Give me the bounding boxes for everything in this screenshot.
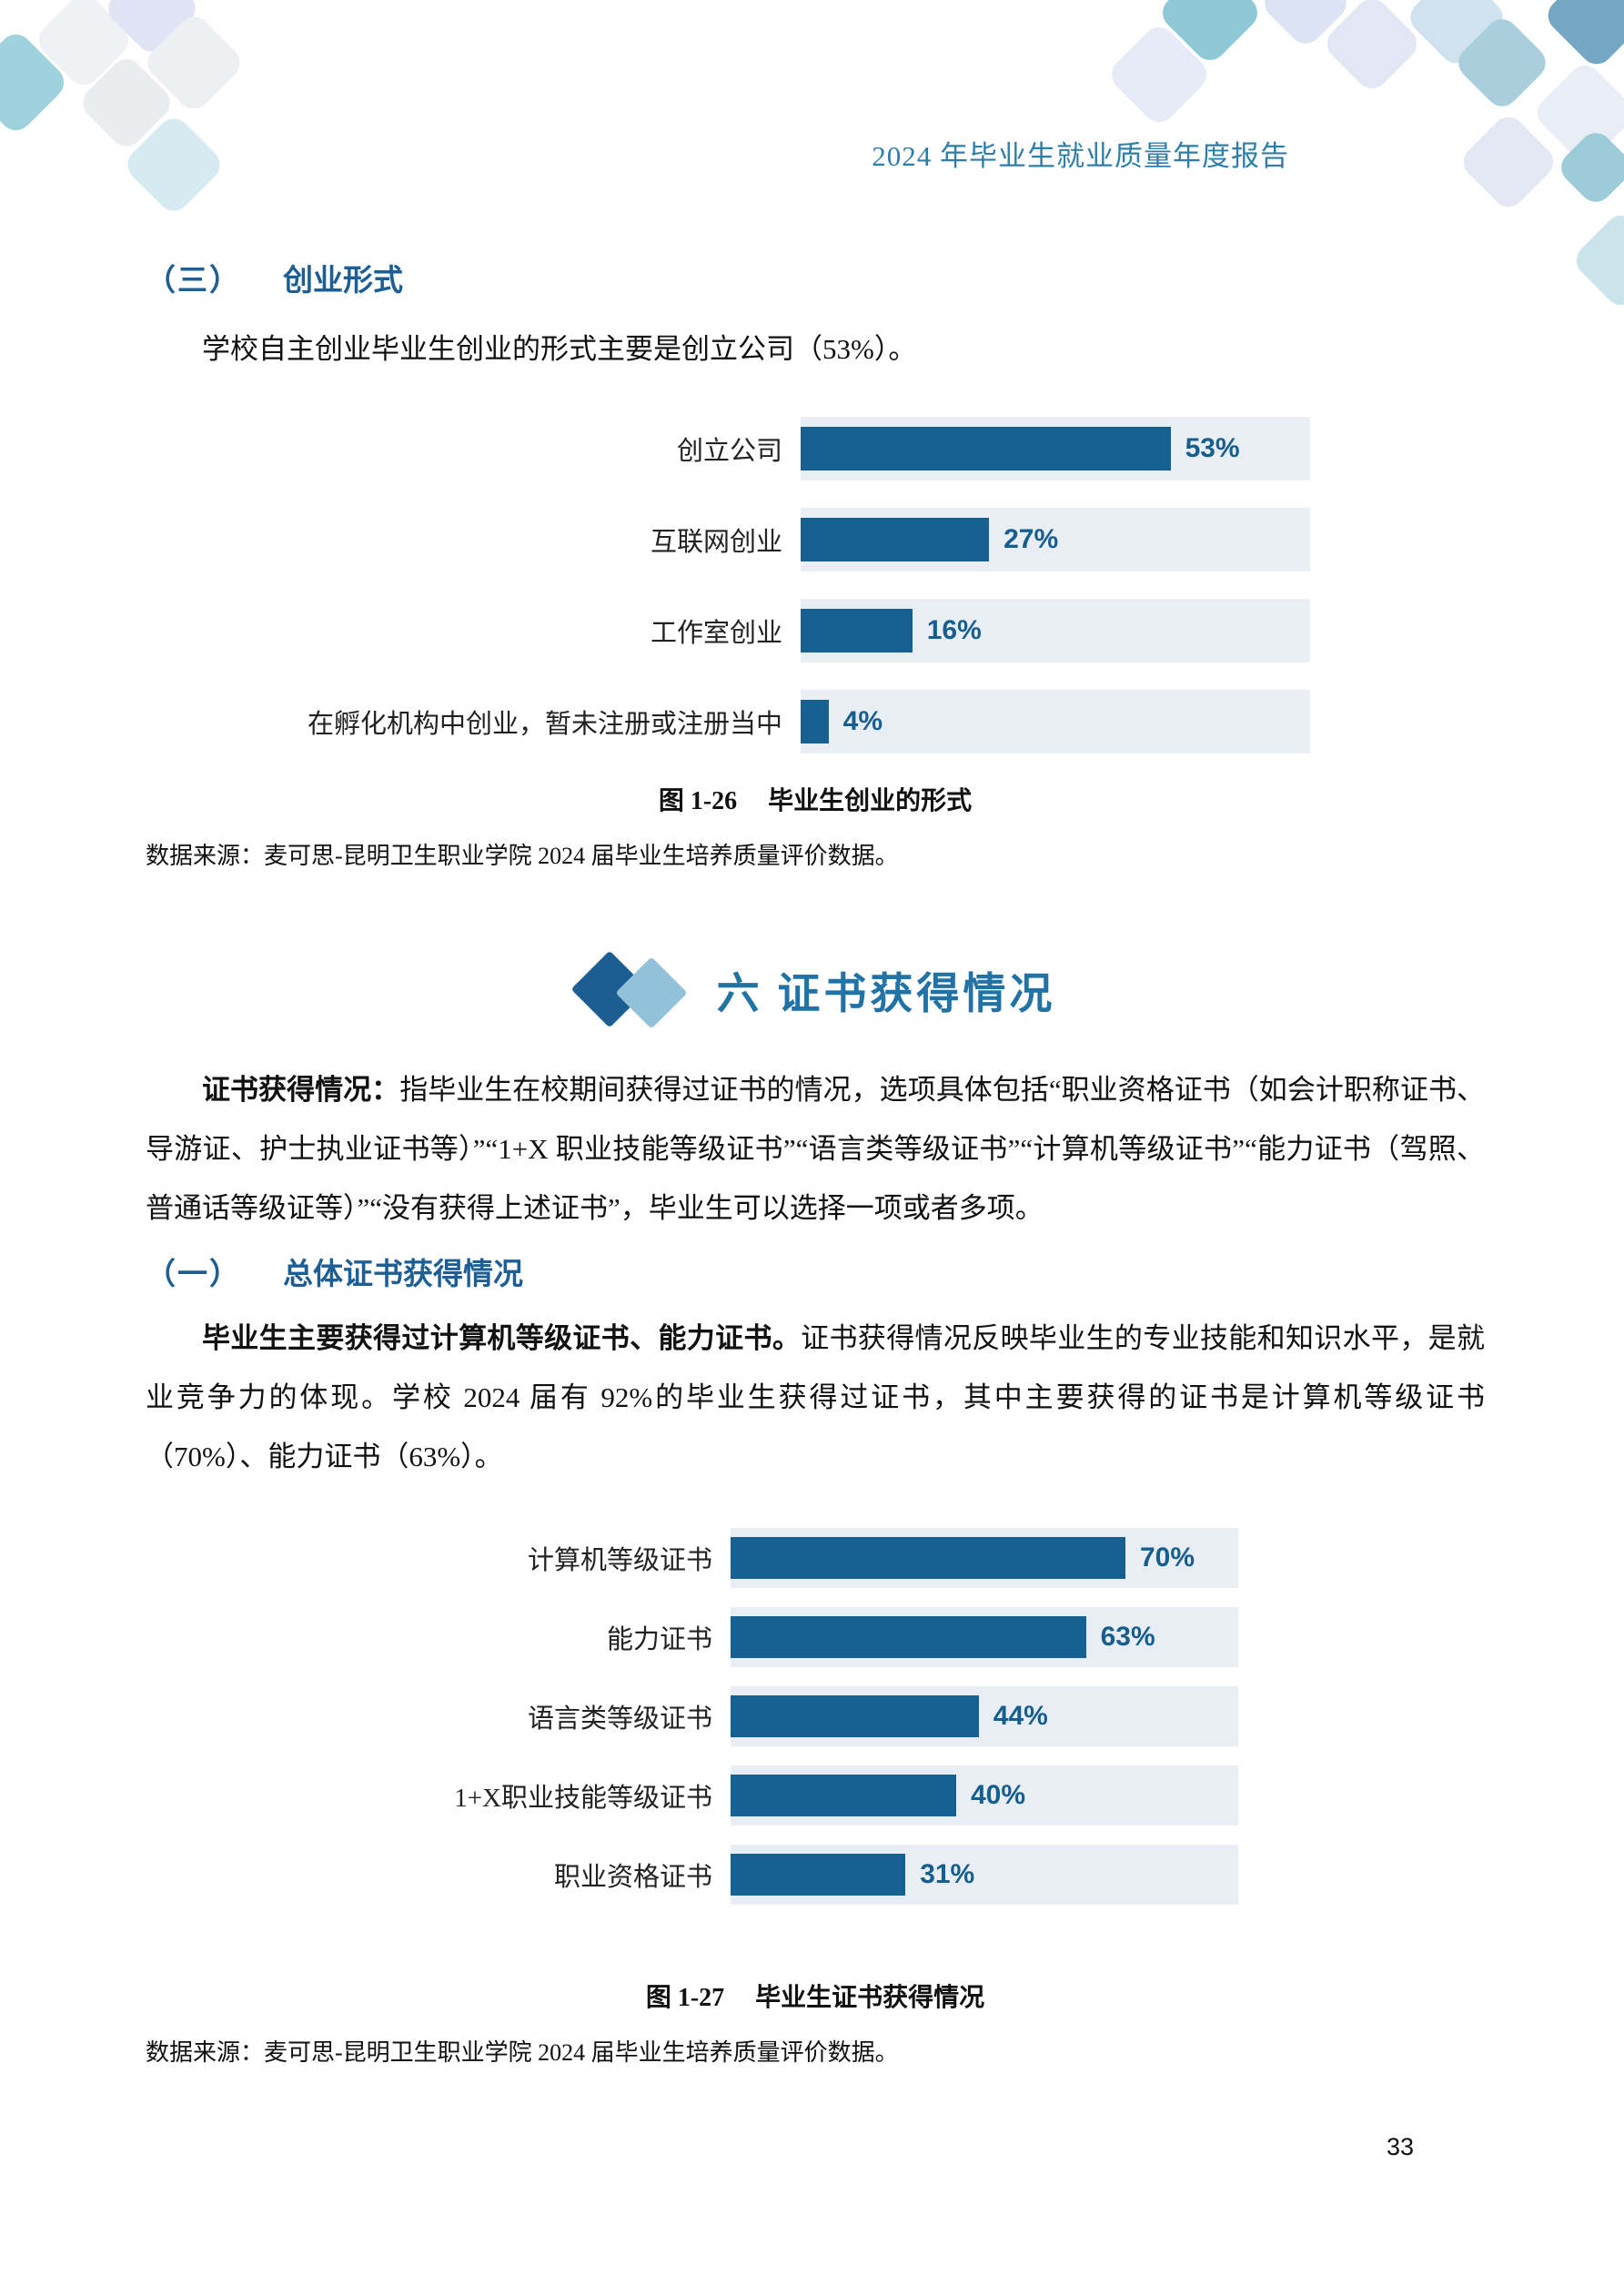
- bar-chart-certificates: 计算机等级证书 70% 能力证书 63% 语言类等级证书 44% 1+X职业技能等级证书 40…: [146, 1528, 1485, 1905]
- category-label: 在孵化机构中创业，暂未注册或注册当中: [307, 710, 782, 739]
- section-heading-1: （一） 总体证书获得情况: [146, 1256, 1485, 1294]
- chart-row: 语言类等级证书 44%: [146, 1686, 1485, 1746]
- bar-track: 4%: [801, 690, 1310, 754]
- paragraph-certificate-intro: 证书获得情况：指毕业生在校期间获得过证书的情况，选项具体包括“职业资格证书（如会…: [146, 1060, 1485, 1238]
- bar-track: 53%: [801, 417, 1310, 480]
- bar-chart-entrepreneurship-forms: 创立公司 53% 互联网创业 27% 工作室创业 16% 在孵化机构中创业，暂未注册或注册当…: [146, 417, 1485, 754]
- section-6-header: 六 证书获得情况: [146, 944, 1485, 1035]
- chart-row: 创立公司 53%: [146, 417, 1485, 480]
- paragraph-bold-lead: 毕业生主要获得过计算机等级证书、能力证书。: [202, 1322, 802, 1354]
- chart-row: 工作室创业 16%: [146, 599, 1485, 663]
- section-heading-number: （一）: [146, 1259, 241, 1291]
- page-header-title: 2024 年毕业生就业质量年度报告: [872, 140, 1289, 172]
- value-label: 70%: [1140, 1542, 1195, 1573]
- category-label: 语言类等级证书: [527, 1704, 712, 1734]
- section-heading-number: （三）: [146, 265, 241, 298]
- paragraph-entrepreneurship: 学校自主创业毕业生创业的形式主要是创立公司（53%）。: [202, 333, 917, 365]
- figure-title: 毕业生创业的形式: [768, 787, 973, 815]
- page-number: 33: [1387, 2133, 1415, 2160]
- value-label: 44%: [993, 1701, 1048, 1731]
- category-label: 工作室创业: [650, 619, 782, 648]
- section-heading-label: 总体证书获得情况: [283, 1259, 523, 1291]
- bar-track: 27%: [801, 508, 1310, 571]
- bar-track: 44%: [731, 1686, 1238, 1746]
- double-diamond-icon: [570, 944, 688, 1035]
- value-label: 27%: [1004, 524, 1059, 554]
- figure-number: 图 1-26: [658, 787, 738, 815]
- category-label: 计算机等级证书: [527, 1546, 712, 1575]
- figure-caption-1-26: 图 1-26 毕业生创业的形式: [146, 781, 1485, 817]
- bar: [731, 1695, 979, 1737]
- section-6-title: 六 证书获得情况: [716, 970, 1056, 1018]
- page-content: （三） 创业形式 学校自主创业毕业生创业的形式主要是创立公司（53%）。 创立公…: [146, 262, 1485, 2068]
- bar-track: 31%: [731, 1845, 1238, 1905]
- decor-diamond: [1569, 208, 1624, 312]
- chart-row: 1+X职业技能等级证书 40%: [146, 1765, 1485, 1826]
- category-label: 职业资格证书: [553, 1863, 712, 1892]
- category-label: 互联网创业: [650, 528, 782, 557]
- bar-track: 70%: [731, 1528, 1238, 1588]
- bar: [801, 609, 913, 652]
- bar-track: 40%: [731, 1765, 1238, 1826]
- value-label: 16%: [926, 615, 982, 645]
- category-label: 能力证书: [606, 1625, 712, 1654]
- data-source-note-1: 数据来源：麦可思-昆明卫生职业学院 2024 届毕业生培养质量评价数据。: [146, 843, 899, 869]
- value-label: 31%: [920, 1859, 975, 1889]
- category-label: 创立公司: [676, 437, 782, 466]
- section-heading-label: 创业形式: [283, 265, 403, 298]
- paragraph-body-text: 指毕业生在校期间获得过证书的情况，选项具体包括“职业资格证书（如会计职称证书、导…: [146, 1074, 1486, 1224]
- paragraph-certificate-overview: 毕业生主要获得过计算机等级证书、能力证书。证书获得情况反映毕业生的专业技能和知识…: [146, 1309, 1485, 1486]
- figure-caption-1-27: 图 1-27 毕业生证书获得情况: [146, 1977, 1485, 2014]
- bar: [801, 700, 829, 743]
- value-label: 53%: [1185, 433, 1240, 463]
- paragraph-bold-lead: 证书获得情况：: [202, 1074, 400, 1106]
- bar: [731, 1854, 906, 1896]
- chart-row: 职业资格证书 31%: [146, 1845, 1485, 1905]
- category-label: 1+X职业技能等级证书: [454, 1784, 712, 1813]
- decor-diamond: [1541, 0, 1624, 71]
- bar: [731, 1616, 1086, 1658]
- bar: [731, 1537, 1125, 1579]
- bar: [731, 1775, 956, 1816]
- section-heading-3: （三） 创业形式: [146, 262, 1485, 300]
- value-label: 63%: [1100, 1622, 1155, 1652]
- figure-number: 图 1-27: [645, 1984, 725, 2012]
- value-label: 4%: [842, 706, 883, 736]
- bar-track: 63%: [731, 1607, 1238, 1667]
- chart-row: 计算机等级证书 70%: [146, 1528, 1485, 1588]
- bar: [801, 518, 990, 561]
- chart-row: 能力证书 63%: [146, 1607, 1485, 1667]
- chart-row: 在孵化机构中创业，暂未注册或注册当中 4%: [146, 690, 1485, 754]
- paragraph-body-text: 证书获得情况反映毕业生的专业技能和知识水平，是就业竞争力的体现。学校 2024 …: [146, 1322, 1486, 1472]
- data-source-note-2: 数据来源：麦可思-昆明卫生职业学院 2024 届毕业生培养质量评价数据。: [146, 2039, 899, 2066]
- value-label: 40%: [971, 1780, 1026, 1810]
- bar: [801, 427, 1171, 470]
- chart-row: 互联网创业 27%: [146, 508, 1485, 571]
- figure-title: 毕业生证书获得情况: [755, 1984, 985, 2012]
- bar-track: 16%: [801, 599, 1310, 663]
